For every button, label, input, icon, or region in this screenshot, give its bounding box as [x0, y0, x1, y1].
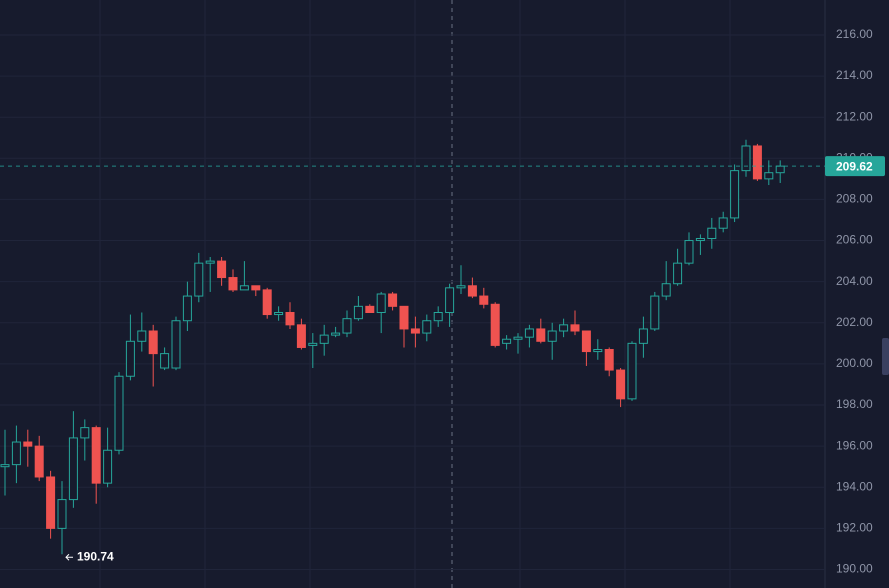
- y-tick-label: 204.00: [836, 274, 873, 288]
- candle-body: [137, 330, 147, 342]
- candle-body: [274, 312, 284, 316]
- candle-body: [125, 340, 135, 377]
- candle-body: [205, 260, 215, 264]
- candle-body: [559, 324, 569, 332]
- candle-body: [34, 445, 44, 478]
- candle-body: [353, 305, 363, 320]
- y-tick-label: 206.00: [836, 233, 873, 247]
- candle-body: [91, 427, 101, 484]
- candle-body: [581, 330, 591, 353]
- candle-body: [479, 295, 489, 305]
- y-tick-label: 212.00: [836, 109, 873, 123]
- candle-body: [319, 334, 329, 344]
- candle-body: [148, 330, 158, 355]
- candle-body: [194, 262, 204, 297]
- candle-body: [502, 338, 512, 344]
- candle-body: [433, 312, 443, 322]
- candle-body: [296, 324, 306, 348]
- candle-body: [445, 287, 455, 314]
- y-tick-label: 214.00: [836, 68, 873, 82]
- candle-body: [103, 449, 113, 484]
- candle-body: [11, 441, 21, 466]
- candle-body: [182, 295, 192, 322]
- candle-body: [684, 240, 694, 264]
- candle-body: [285, 312, 295, 326]
- candle-body: [547, 330, 557, 342]
- candle-body: [399, 305, 409, 330]
- candle-body: [616, 369, 626, 400]
- candle-body: [661, 283, 671, 297]
- candle-body: [80, 427, 90, 439]
- candle-body: [388, 293, 398, 307]
- y-tick-label: 216.00: [836, 27, 873, 41]
- candle-body: [524, 328, 534, 338]
- scroll-handle[interactable]: [882, 338, 889, 375]
- candle-body: [171, 320, 181, 369]
- candle-body: [422, 320, 432, 334]
- candle-body: [342, 318, 352, 334]
- candle-body: [217, 260, 227, 279]
- candle-body: [46, 476, 56, 529]
- candle-body: [775, 165, 785, 174]
- candle-body: [262, 289, 272, 316]
- candle-body: [228, 277, 238, 291]
- y-tick-label: 200.00: [836, 356, 873, 370]
- last-price-tag: [825, 156, 885, 177]
- candle-body: [695, 237, 705, 242]
- candle-body: [160, 353, 170, 369]
- candle-body: [376, 293, 386, 314]
- y-tick-label: 202.00: [836, 315, 873, 329]
- candle-body: [764, 172, 774, 180]
- y-tick-label: 192.00: [836, 521, 873, 535]
- candle-body: [467, 285, 477, 297]
- y-tick-label: 190.00: [836, 562, 873, 576]
- low-arrow: [65, 553, 73, 561]
- candle-body: [456, 285, 466, 289]
- candle-body: [604, 349, 614, 371]
- candle-body: [730, 170, 740, 219]
- candle-body: [251, 285, 261, 291]
- candle-body: [650, 295, 660, 330]
- candle-body: [57, 499, 67, 529]
- low-label: 190.74: [77, 549, 114, 563]
- candle-body: [673, 262, 683, 285]
- candle-body: [718, 217, 728, 229]
- candle-body: [68, 437, 78, 501]
- candle-body: [410, 328, 420, 334]
- candle-body: [741, 145, 751, 172]
- candle-body: [23, 441, 33, 447]
- y-tick-label: 196.00: [836, 438, 873, 452]
- last-price-label: 209.62: [836, 159, 873, 173]
- candle-body: [638, 328, 648, 344]
- y-tick-label: 194.00: [836, 479, 873, 493]
- candle-body: [239, 285, 249, 291]
- candle-body: [0, 464, 10, 468]
- y-tick-label: 198.00: [836, 397, 873, 411]
- vertical-grid: [99, 0, 731, 588]
- candle-body: [308, 342, 318, 346]
- candle-body: [627, 342, 637, 400]
- candle-body: [114, 375, 124, 451]
- candle-body: [707, 227, 717, 239]
- candle-body: [513, 336, 523, 340]
- candle-body: [570, 324, 580, 332]
- candle-body: [490, 303, 500, 346]
- y-tick-label: 208.00: [836, 192, 873, 206]
- candle-body: [536, 328, 546, 342]
- candle-body: [752, 145, 762, 180]
- candle-body: [331, 332, 341, 336]
- candle-body: [365, 305, 375, 314]
- candle-body: [593, 349, 603, 353]
